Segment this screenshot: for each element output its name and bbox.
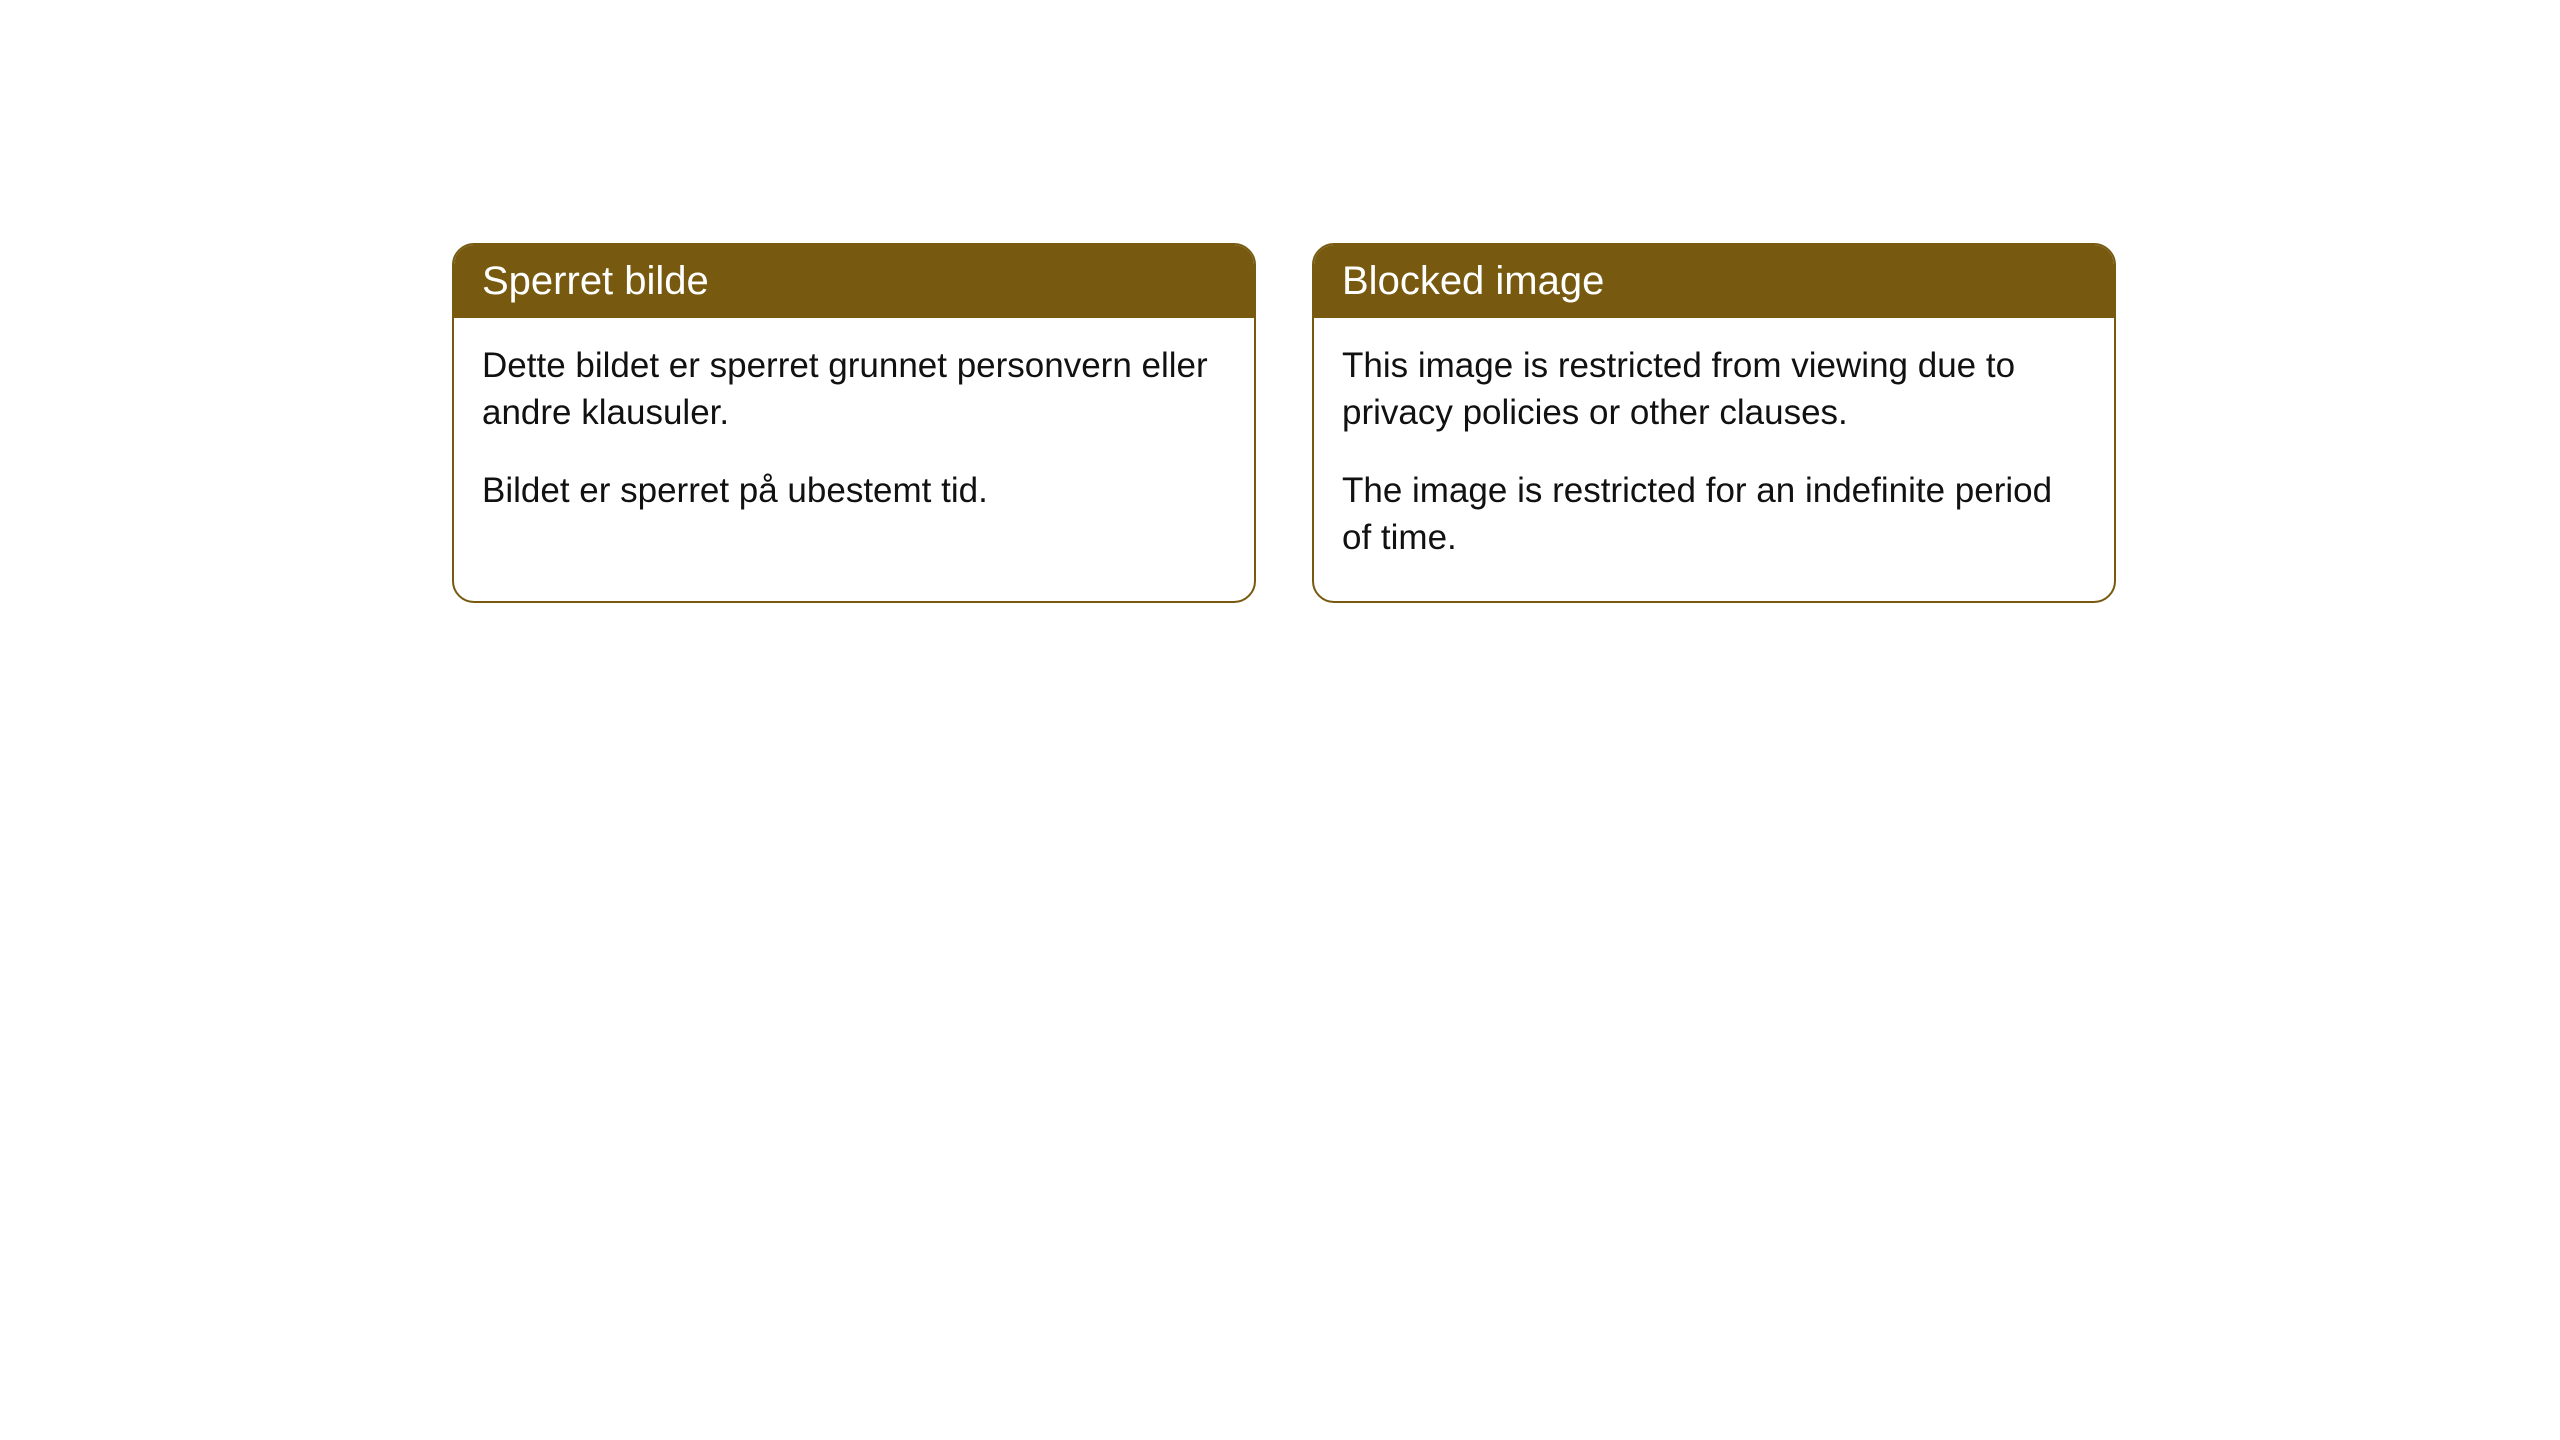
card-body-english: This image is restricted from viewing du… (1314, 318, 2114, 601)
card-para1-norwegian: Dette bildet er sperret grunnet personve… (482, 342, 1226, 437)
card-body-norwegian: Dette bildet er sperret grunnet personve… (454, 318, 1254, 554)
card-norwegian: Sperret bilde Dette bildet er sperret gr… (452, 243, 1256, 603)
card-para2-norwegian: Bildet er sperret på ubestemt tid. (482, 467, 1226, 514)
card-header-english: Blocked image (1314, 245, 2114, 318)
card-para1-english: This image is restricted from viewing du… (1342, 342, 2086, 437)
card-header-norwegian: Sperret bilde (454, 245, 1254, 318)
cards-container: Sperret bilde Dette bildet er sperret gr… (0, 0, 2560, 603)
card-para2-english: The image is restricted for an indefinit… (1342, 467, 2086, 562)
card-english: Blocked image This image is restricted f… (1312, 243, 2116, 603)
